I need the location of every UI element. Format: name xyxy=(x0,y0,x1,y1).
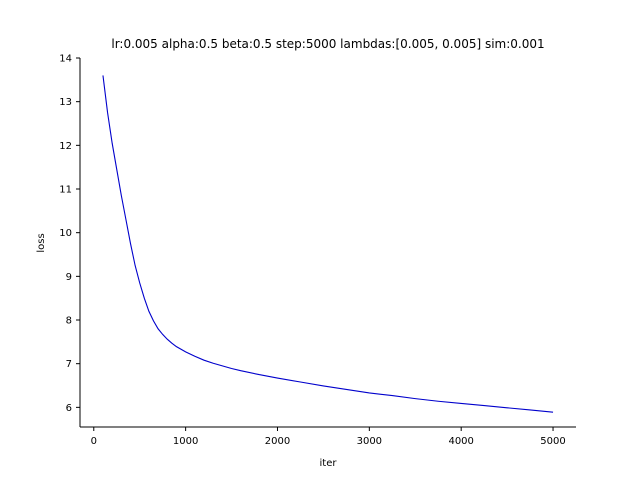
x-tick-label: 2000 xyxy=(265,436,290,447)
y-tick-label: 12 xyxy=(59,141,72,152)
y-tick-label: 13 xyxy=(59,97,72,108)
x-tick-label: 4000 xyxy=(448,436,473,447)
y-tick-label: 7 xyxy=(66,359,72,370)
x-tick-label: 1000 xyxy=(173,436,198,447)
loss-series-line xyxy=(102,75,554,413)
y-axis-label: loss xyxy=(36,233,47,252)
y-tick-label: 8 xyxy=(66,316,72,327)
x-tick-label: 0 xyxy=(91,436,97,447)
y-tick-label: 14 xyxy=(59,54,72,65)
y-tick-label: 10 xyxy=(59,228,72,239)
x-tick-label: 3000 xyxy=(357,436,382,447)
y-axis-ticks: 6 7 8 9 10 11 12 13 14 xyxy=(59,54,80,414)
x-axis-label: iter xyxy=(320,458,338,469)
chart-title: lr:0.005 alpha:0.5 beta:0.5 step:5000 la… xyxy=(111,37,544,51)
x-tick-label: 5000 xyxy=(540,436,565,447)
y-tick-label: 11 xyxy=(59,185,72,196)
y-tick-label: 6 xyxy=(66,403,72,414)
y-tick-label: 9 xyxy=(66,272,72,283)
x-axis-ticks: 0 1000 2000 3000 4000 5000 xyxy=(91,427,566,447)
